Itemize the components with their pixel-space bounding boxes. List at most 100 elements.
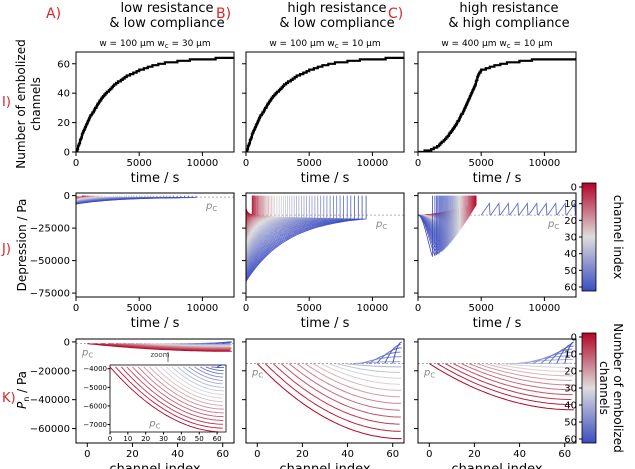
inset-pressure-series: [143, 366, 225, 410]
depression-series: [246, 195, 300, 258]
axes-frame: [245, 51, 405, 153]
axes-frame: [417, 51, 577, 153]
x-tick-label: 0: [243, 303, 249, 314]
x-tick-label: 5000: [296, 303, 321, 314]
inset-y-tick-label: −7000: [83, 421, 107, 429]
panel-I-C: 0 5000 10000 time / s: [414, 51, 577, 186]
depression-series: [246, 195, 322, 267]
row-label: I): [2, 95, 11, 110]
pressure-series: [222, 341, 232, 345]
x-tick-label: 60: [216, 449, 229, 460]
depression-series: [246, 195, 267, 237]
y-tick-label: 0: [64, 191, 70, 202]
depression-series: [246, 195, 289, 252]
inset-pressure-series: [126, 366, 224, 421]
x-axis-label: time / s: [473, 171, 522, 186]
inset-x-tick-label: 20: [141, 435, 150, 443]
embolized-count-line: [418, 57, 576, 152]
column-params: w = 100 µm wc = 10 µm: [269, 39, 380, 50]
y-tick-label: 20: [57, 118, 70, 129]
depression-series: [246, 195, 295, 255]
colorbar-label: Number of embolized: [611, 323, 625, 452]
pressure-series: [328, 363, 402, 379]
pressure-series: [540, 348, 573, 364]
axes-frame: [75, 192, 235, 298]
inset-pressure-series: [132, 366, 224, 418]
depression-series: [246, 195, 341, 274]
x-axis-label: time / s: [301, 316, 350, 331]
pressure-series: [460, 363, 572, 391]
x-tick-label: 0: [426, 449, 432, 460]
plot-area: [418, 57, 576, 152]
colorbar-tick-label: 20: [564, 216, 577, 227]
x-tick-label: 10000: [528, 303, 560, 314]
depression-series: [246, 195, 305, 260]
colorbar-tick-label: 20: [564, 367, 577, 378]
colorbar-tick-label: 60: [564, 435, 577, 446]
depression-series: [246, 195, 281, 247]
pressure-series: [108, 343, 231, 350]
pressure-series: [492, 363, 572, 373]
inset-pressure-series: [205, 366, 224, 372]
y-axis-label: Pn / Pa: [15, 371, 31, 409]
pressure-series: [444, 363, 572, 401]
depression-oscillation: [490, 202, 500, 216]
depression-oscillation: [499, 202, 510, 216]
colorbar-tick-label: 0: [571, 183, 577, 194]
depression-series: [246, 195, 274, 243]
colorbar-tick-label: 30: [564, 233, 577, 244]
axes-frame: [75, 51, 235, 153]
axes-frame: [245, 192, 405, 298]
y-axis-label: Number of embolized: [14, 39, 28, 168]
colorbar-label: channel index: [611, 195, 625, 279]
column-params: w = 400 µm wc = 10 µm: [441, 39, 552, 50]
pc-label: pC: [81, 348, 93, 360]
x-tick-label: 0: [73, 158, 79, 169]
pressure-series: [101, 343, 231, 351]
inset-pressure-series: [177, 366, 224, 388]
depression-series: [246, 195, 319, 266]
x-tick-label: 0: [415, 158, 421, 169]
depression-series: [246, 195, 293, 254]
x-tick-label: 5000: [296, 158, 321, 169]
depression-series: [246, 195, 310, 262]
colorbar-gradient: [581, 332, 597, 444]
pc-label: pC: [251, 368, 263, 380]
inset-x-tick-label: 0: [108, 435, 112, 443]
pressure-series: [500, 363, 574, 368]
row-labels: I) J) K) Number of embolized channels Depress…: [1, 39, 43, 409]
pressure-series: [376, 347, 402, 364]
depression-oscillation: [547, 202, 557, 216]
colorbar-gradient: [581, 182, 597, 292]
pressure-series: [312, 363, 402, 391]
pressure-series: [280, 363, 401, 418]
y-tick-label: 0: [64, 148, 70, 159]
depression-oscillation: [566, 202, 576, 216]
y-axis-label: Depression / Pa: [15, 199, 29, 292]
depression-series: [246, 195, 291, 253]
depression-series: [246, 195, 277, 245]
plot-area: [76, 195, 234, 205]
panel-I-A: 0 5000 10000 0 20 40 60 time / s: [57, 51, 235, 186]
pressure-series: [288, 363, 400, 411]
depression-series: [246, 195, 313, 264]
depression-series: [418, 195, 433, 257]
y-tick-label: 0: [64, 337, 70, 348]
colorbar: 0 10 20 30 40 50 60 channel index: [564, 183, 625, 294]
inset-pressure-series: [188, 366, 223, 381]
column-title-line1: high resistance: [287, 1, 386, 16]
pressure-series: [304, 363, 400, 398]
pressure-series: [94, 343, 230, 352]
pressure-series: [115, 343, 231, 350]
x-axis-label: channel index: [279, 462, 370, 469]
inset-pressure-series: [166, 366, 224, 395]
y-tick-label: −25000: [30, 224, 70, 235]
inset-y-tick-label: −4000: [83, 365, 107, 373]
inset-pressure-series: [194, 366, 224, 378]
depression-oscillation: [509, 202, 519, 216]
column-title-line2: & high compliance: [448, 16, 569, 31]
x-tick-label: 20: [468, 449, 481, 460]
column-letter: A): [46, 6, 61, 22]
x-tick-label: 20: [296, 449, 309, 460]
